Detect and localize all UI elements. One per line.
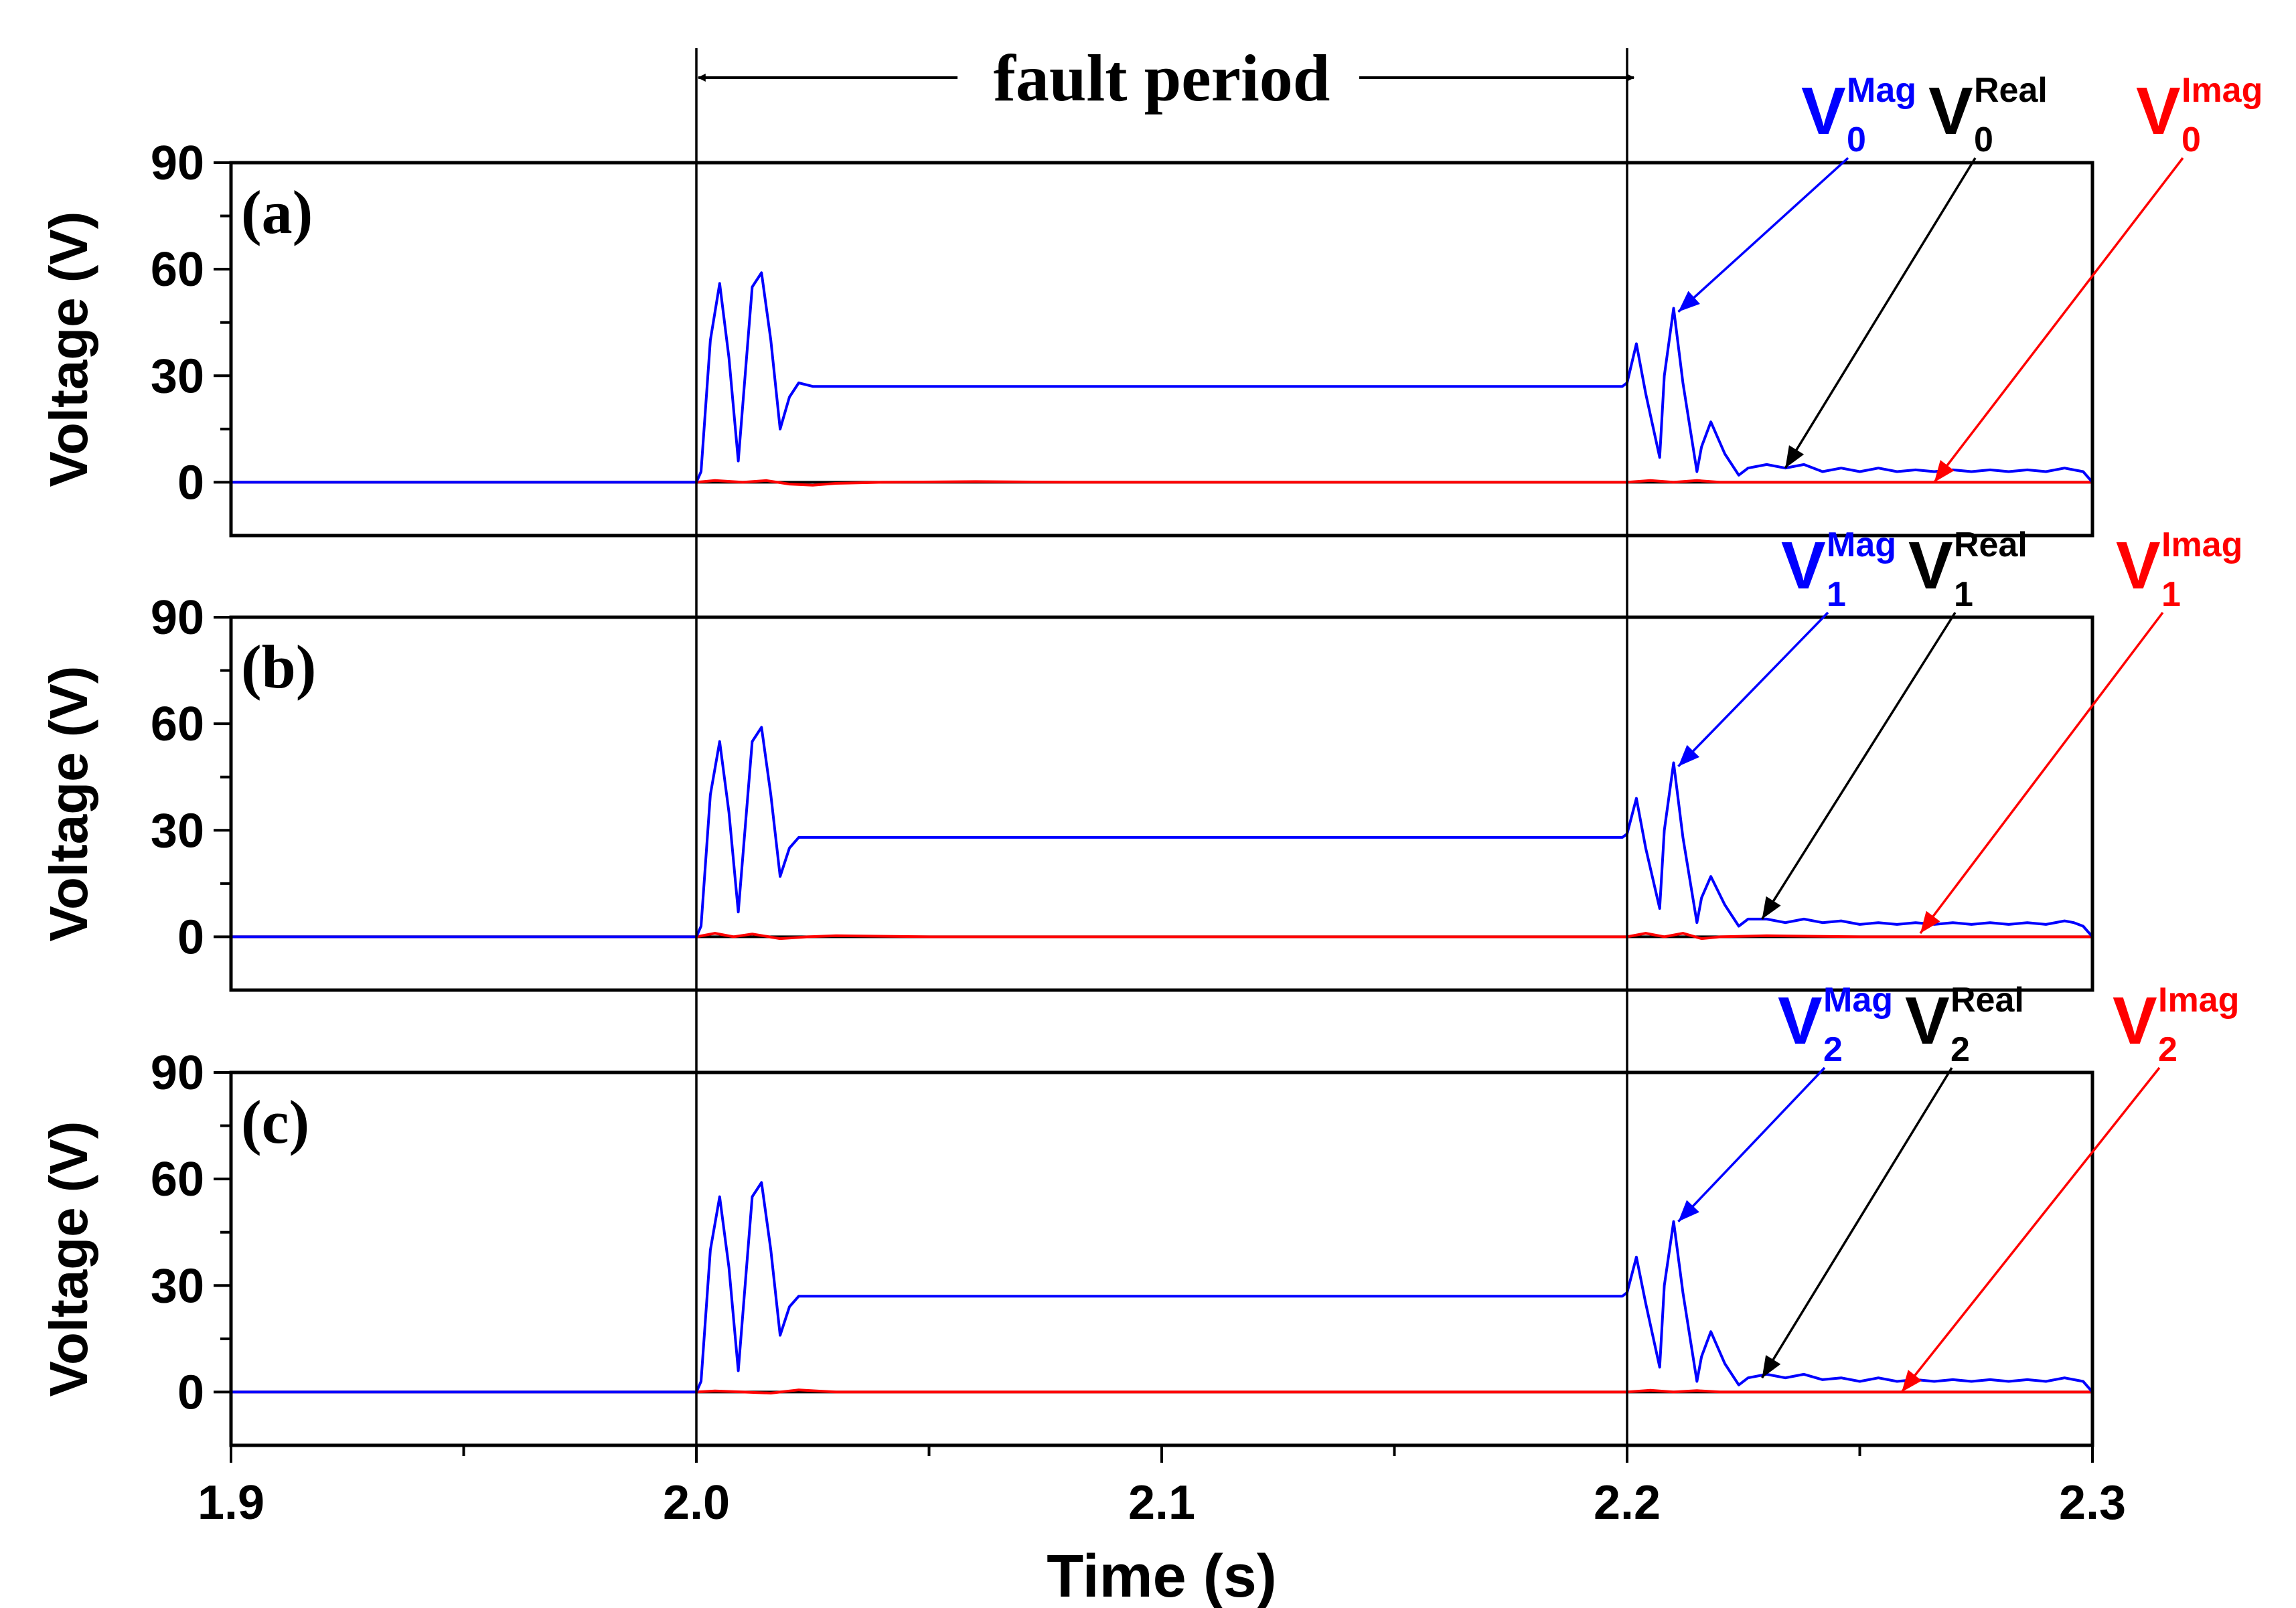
y-tick-label: 30 bbox=[151, 349, 204, 403]
annotation-arrowhead bbox=[1678, 1200, 1699, 1222]
x-tick-label: 1.9 bbox=[198, 1476, 264, 1530]
annotation-superscript: Imag bbox=[2182, 71, 2263, 110]
annotation-subscript: 0 bbox=[1847, 120, 1866, 159]
annotation-arrow bbox=[1919, 611, 2164, 935]
y-axis-title: Voltage (V) bbox=[39, 1121, 98, 1397]
annotation-superscript: Imag bbox=[2161, 526, 2242, 564]
panel-label: (b) bbox=[241, 633, 316, 701]
series-line-mag bbox=[231, 1181, 2094, 1394]
annotation-arrow bbox=[1761, 612, 1957, 920]
annotation-subscript: 1 bbox=[1954, 575, 1973, 614]
panel-label: (a) bbox=[241, 178, 313, 246]
annotation-superscript: Real bbox=[1974, 71, 2048, 110]
series-line-imag bbox=[231, 1388, 2092, 1394]
x-tick-label: 2.0 bbox=[663, 1476, 730, 1530]
annotation-arrowhead bbox=[1678, 291, 1700, 312]
x-tick-label: 2.2 bbox=[1594, 1476, 1661, 1530]
panel-label: (c) bbox=[241, 1088, 309, 1156]
annotation-subscript: 1 bbox=[1827, 575, 1846, 614]
annotation-subscript: 0 bbox=[2182, 120, 2201, 159]
annotation-arrow bbox=[1784, 157, 1977, 469]
y-tick-label: 90 bbox=[151, 591, 204, 645]
annotation-symbol: V bbox=[1781, 528, 1826, 603]
annotation-arrowhead bbox=[1920, 910, 1940, 934]
y-tick-label: 90 bbox=[151, 137, 204, 190]
annotation-subscript: 2 bbox=[2158, 1030, 2177, 1069]
annotation-subscript: 2 bbox=[1950, 1030, 1970, 1069]
y-tick-label: 30 bbox=[151, 804, 204, 858]
annotation-mag: V Mag 2 bbox=[1677, 981, 1893, 1223]
series-line-imag bbox=[231, 932, 2092, 941]
annotation-arrow bbox=[1900, 1066, 2161, 1393]
annotation-arrowhead bbox=[1678, 744, 1700, 767]
annotation-arrow bbox=[1677, 611, 1829, 768]
annotation-subscript: 0 bbox=[1974, 120, 1993, 159]
annotation-mag: V Mag 0 bbox=[1677, 71, 1916, 313]
y-tick-label: 90 bbox=[151, 1046, 204, 1100]
plot-frame bbox=[229, 615, 2094, 992]
x-axis-layer: 1.9 2.0 2.1 2.2 2.3 bbox=[198, 1445, 2126, 1530]
annotation-arrowhead bbox=[1762, 896, 1781, 919]
fault-period-layer: fault period bbox=[695, 41, 1635, 1445]
y-axis-title: Voltage (V) bbox=[39, 212, 98, 487]
annotation-arrow bbox=[1933, 157, 2184, 483]
x-tick-label: 2.1 bbox=[1128, 1476, 1195, 1530]
annotation-symbol: V bbox=[1928, 74, 1973, 149]
annotation-arrow bbox=[1677, 1066, 1826, 1223]
x-tick-label: 2.3 bbox=[2059, 1476, 2126, 1530]
annotation-superscript: Mag bbox=[1827, 526, 1896, 564]
annotation-arrowhead bbox=[1762, 1355, 1781, 1378]
y-axis-title: Voltage (V) bbox=[39, 666, 98, 942]
plot-frame bbox=[229, 161, 2094, 538]
annotation-subscript: 1 bbox=[2161, 575, 2181, 614]
annotation-imag: V Imag 0 bbox=[1933, 71, 2263, 483]
x-axis-title: Time (s) bbox=[1047, 1543, 1276, 1608]
annotation-superscript: Mag bbox=[1823, 981, 1893, 1020]
annotation-arrowhead bbox=[1785, 445, 1805, 469]
annotation-symbol: V bbox=[2136, 74, 2181, 149]
annotation-symbol: V bbox=[2116, 528, 2161, 603]
annotation-arrow bbox=[1761, 1067, 1953, 1379]
y-tick-label: 0 bbox=[177, 1366, 204, 1419]
y-tick-label: 60 bbox=[151, 1153, 204, 1206]
y-tick-label: 60 bbox=[151, 698, 204, 751]
annotation-mag: V Mag 1 bbox=[1677, 526, 1896, 768]
annotation-symbol: V bbox=[1801, 74, 1846, 149]
annotation-symbol: V bbox=[1778, 983, 1823, 1058]
annotation-symbol: V bbox=[2113, 983, 2157, 1058]
annotation-imag: V Imag 1 bbox=[1919, 526, 2242, 935]
fault-period-label: fault period bbox=[994, 41, 1330, 115]
y-tick-label: 0 bbox=[177, 456, 204, 509]
annotation-symbol: V bbox=[1908, 528, 1953, 603]
annotation-superscript: Imag bbox=[2158, 981, 2239, 1020]
annotation-arrowhead bbox=[1902, 1370, 1922, 1392]
annotation-subscript: 2 bbox=[1823, 1030, 1843, 1069]
plot-frame bbox=[229, 1070, 2094, 1447]
y-tick-label: 0 bbox=[177, 910, 204, 964]
fault-period-label-backdrop bbox=[958, 47, 1359, 110]
annotation-superscript: Mag bbox=[1847, 71, 1916, 110]
annotation-arrow bbox=[1677, 157, 1849, 313]
y-tick-label: 60 bbox=[151, 243, 204, 297]
series-line-mag bbox=[231, 271, 2094, 484]
annotation-superscript: Real bbox=[1954, 526, 2027, 564]
series-line-mag bbox=[231, 726, 2094, 939]
annotation-superscript: Real bbox=[1950, 981, 2024, 1020]
annotation-arrowhead bbox=[1934, 460, 1955, 483]
annotation-symbol: V bbox=[1905, 983, 1950, 1058]
series-line-imag bbox=[231, 479, 2092, 487]
y-tick-label: 30 bbox=[151, 1259, 204, 1313]
